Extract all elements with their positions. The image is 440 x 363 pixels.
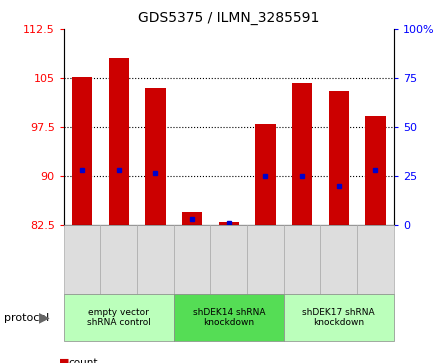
Text: shDEK14 shRNA
knockdown: shDEK14 shRNA knockdown xyxy=(193,308,265,327)
Bar xyxy=(109,58,129,225)
Text: protocol: protocol xyxy=(4,313,50,323)
Text: shDEK17 shRNA
knockdown: shDEK17 shRNA knockdown xyxy=(302,308,375,327)
Title: GDS5375 / ILMN_3285591: GDS5375 / ILMN_3285591 xyxy=(138,11,319,25)
Bar xyxy=(365,116,385,225)
Bar xyxy=(329,91,349,225)
Bar xyxy=(145,88,165,225)
Bar xyxy=(72,77,92,225)
Text: empty vector
shRNA control: empty vector shRNA control xyxy=(87,308,151,327)
Text: ■: ■ xyxy=(59,358,70,363)
Text: ▶: ▶ xyxy=(39,311,49,325)
Bar xyxy=(182,212,202,225)
Bar xyxy=(255,124,275,225)
Bar xyxy=(219,222,239,225)
Bar xyxy=(292,83,312,225)
Text: count: count xyxy=(68,358,98,363)
